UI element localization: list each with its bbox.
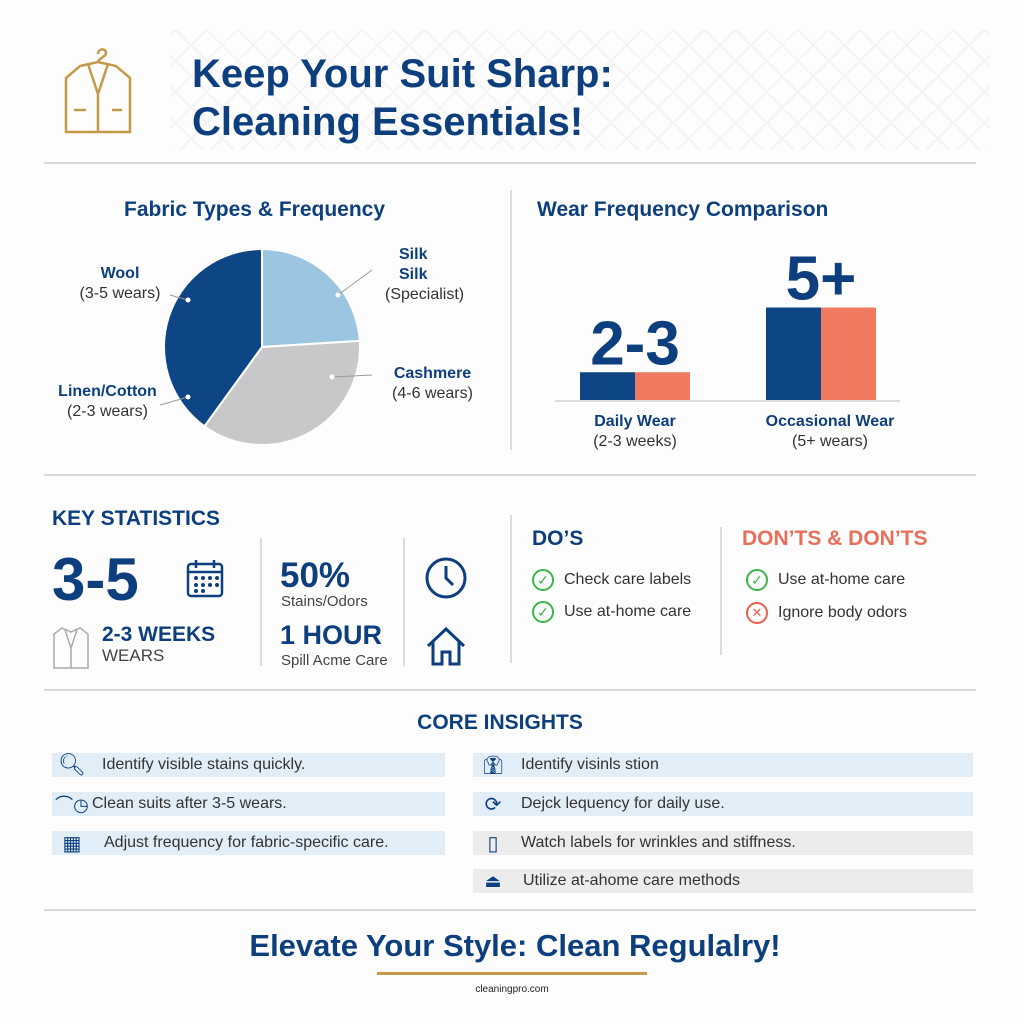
suit-hanger-icon bbox=[64, 48, 132, 134]
bar-daily-wear bbox=[635, 372, 690, 400]
leader-dot bbox=[185, 394, 191, 400]
jacket-icon bbox=[53, 627, 89, 669]
shirt-icon: 👔︎ bbox=[481, 754, 505, 775]
stat-hour: 1 HOUR bbox=[280, 620, 383, 650]
bar-data-label: 5+ bbox=[786, 245, 857, 314]
label-wool: Wool (3-5 wears) bbox=[79, 265, 161, 302]
background-pattern bbox=[170, 30, 990, 150]
stat-wears: WEARS bbox=[102, 646, 165, 665]
bar-data-label: 2-3 bbox=[590, 309, 680, 378]
stat-percent: 50% bbox=[280, 556, 351, 595]
divider bbox=[403, 538, 405, 666]
clock-icon bbox=[425, 557, 467, 599]
insights-heading: CORE INSIGHTS bbox=[417, 711, 583, 734]
calendar-icon: ▦ bbox=[62, 832, 82, 855]
label-cashmere: Cashmere (4-6 wears) bbox=[392, 365, 473, 402]
bar-occasional-wear bbox=[766, 307, 821, 400]
stat-hour-label: Spill Acme Care bbox=[281, 652, 388, 669]
check-icon: ✓ bbox=[532, 569, 554, 591]
insight-row: ▦ Adjust frequency for fabric-specific ca… bbox=[52, 831, 445, 855]
fabric-pie-chart bbox=[159, 247, 373, 446]
divider bbox=[44, 474, 976, 476]
divider bbox=[510, 515, 512, 663]
refresh-icon: ⟳ bbox=[484, 793, 502, 816]
page-title: Keep Your Suit Sharp: Cleaning Essential… bbox=[192, 50, 613, 146]
label-daily-wear: Daily Wear (2-3 weeks) bbox=[593, 413, 677, 450]
stats-heading: KEY STATISTICS bbox=[52, 507, 221, 530]
insight-row: ▯ Watch labels for wrinkles and stiffness… bbox=[473, 831, 973, 855]
magnifier-icon: 🔍︎ bbox=[58, 752, 86, 777]
dont-item: ✓ Use at-home care bbox=[746, 569, 905, 591]
pie-slice-silk bbox=[261, 247, 361, 349]
do-item: ✓ Use at-home care bbox=[532, 601, 691, 623]
insight-row: 🔍︎ Identify visible stains quickly. bbox=[52, 752, 445, 777]
dont-item: ✕ Ignore body odors bbox=[746, 602, 907, 624]
insight-row: ⌒◷ Clean suits after 3-5 wears. bbox=[52, 792, 445, 816]
leader-line bbox=[331, 374, 373, 378]
label-occasional-wear: Occasional Wear (5+ wears) bbox=[765, 413, 895, 450]
gold-underline bbox=[377, 972, 647, 975]
stat-big: 3-5 bbox=[52, 546, 139, 613]
check-icon: ✓ bbox=[532, 601, 554, 623]
leader-dot bbox=[185, 297, 191, 303]
leader-line bbox=[337, 269, 373, 296]
watermark: cleaningpro.com bbox=[475, 984, 549, 995]
dos-heading: DO’S bbox=[532, 527, 584, 550]
iron-icon: ⏏ bbox=[484, 870, 502, 891]
title-line-2: Cleaning Essentials! bbox=[192, 100, 584, 144]
pie-slice-wool bbox=[163, 247, 263, 428]
insight-row: 👔︎ Identify visinls stion bbox=[473, 753, 973, 777]
insight-row: ⟳ Dejck lequency for daily use. bbox=[473, 792, 973, 816]
divider bbox=[44, 162, 976, 164]
insight-row: ⏏ Utilize at-ahome care methods bbox=[473, 869, 973, 893]
title-line-1: Keep Your Suit Sharp: bbox=[192, 52, 613, 96]
leader-line bbox=[169, 294, 189, 301]
leader-dot bbox=[329, 374, 335, 380]
bar-occasional-wear bbox=[821, 307, 876, 400]
calendar-icon bbox=[186, 560, 224, 598]
donts-heading: DON’TS & DON’TS bbox=[742, 527, 928, 550]
leader-line bbox=[159, 396, 189, 406]
stat-weeks: 2-3 WEEKS bbox=[102, 623, 216, 646]
x-circle-icon: ✕ bbox=[746, 602, 768, 624]
wear-bar-chart: 2-3 5+ bbox=[555, 245, 900, 402]
wear-heading: Wear Frequency Comparison bbox=[537, 198, 829, 221]
stat-percent-label: Stains/Odors bbox=[281, 593, 368, 610]
home-icon bbox=[426, 626, 466, 666]
do-item: ✓ Check care labels bbox=[532, 569, 691, 591]
check-icon: ✓ bbox=[746, 569, 768, 591]
divider bbox=[720, 527, 722, 655]
bar-daily-wear bbox=[580, 372, 635, 400]
divider bbox=[510, 190, 512, 450]
divider bbox=[260, 538, 262, 666]
label-tag-icon: ▯ bbox=[487, 832, 499, 855]
label-linen-cotton: Linen/Cotton (2-3 wears) bbox=[58, 383, 157, 420]
leader-dot bbox=[335, 292, 341, 298]
pie-slice-cashmere bbox=[202, 339, 361, 446]
divider bbox=[44, 689, 976, 691]
label-silk: Silk Silk (Specialist) bbox=[385, 246, 465, 303]
hanger-clock-icon: ⌒◷ bbox=[55, 795, 89, 815]
divider bbox=[44, 909, 976, 911]
fabric-heading: Fabric Types & Frequency bbox=[124, 198, 386, 221]
footer-slogan: Elevate Your Style: Clean Regulalry! bbox=[249, 928, 781, 963]
